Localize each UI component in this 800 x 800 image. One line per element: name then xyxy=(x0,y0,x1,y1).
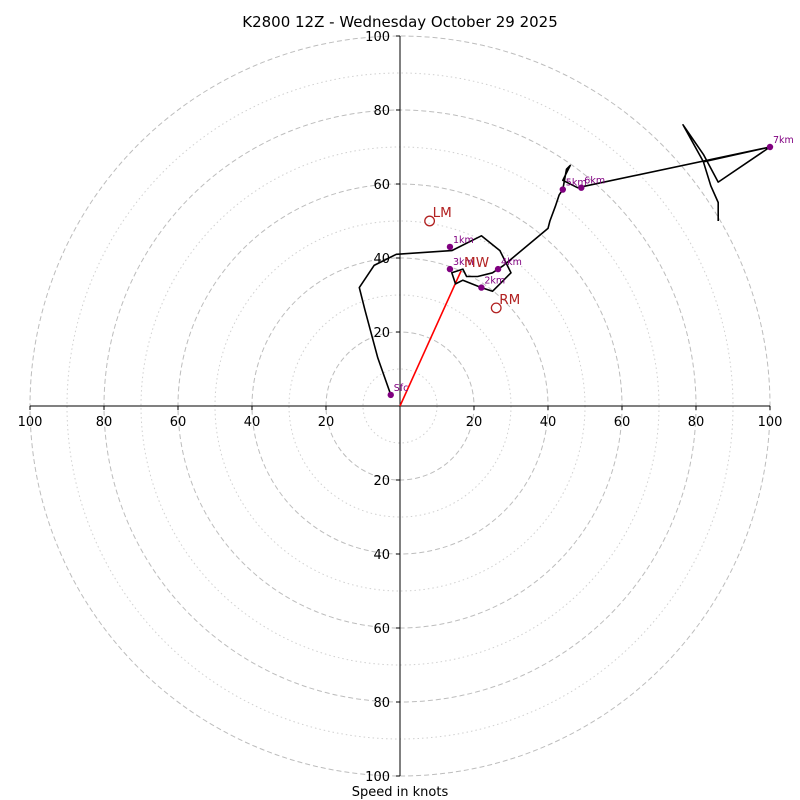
height-marker-point xyxy=(478,284,485,291)
height-marker-point xyxy=(578,184,585,191)
height-marker-point xyxy=(387,391,394,399)
y-tick-label: 20 xyxy=(373,326,390,341)
height-marker-point xyxy=(559,186,566,193)
height-marker-label: 6km xyxy=(584,176,605,187)
x-tick-label: 100 xyxy=(758,415,783,430)
storm-motion-markers: MW LM RM xyxy=(424,205,520,314)
x-tick-label: 40 xyxy=(540,415,557,430)
height-marker-label: 1km xyxy=(453,235,474,246)
x-tick-label: 80 xyxy=(688,415,705,430)
storm-motion-point xyxy=(424,215,436,227)
hodograph-trace xyxy=(358,124,771,396)
storm-motion-point xyxy=(490,302,502,314)
y-tick-label: 80 xyxy=(373,696,390,711)
mean-wind-line xyxy=(399,270,462,407)
mean-wind-vector xyxy=(399,270,462,407)
x-tick-label: 40 xyxy=(244,415,261,430)
height-marker-label: Sfc xyxy=(394,383,409,394)
y-tick-label: 100 xyxy=(365,770,390,785)
x-tick-label: 20 xyxy=(318,415,335,430)
y-tick-label: 20 xyxy=(373,474,390,489)
x-tick-label: 100 xyxy=(18,415,43,430)
x-tick-label: 60 xyxy=(614,415,631,430)
chart-title: K2800 12Z - Wednesday October 29 2025 xyxy=(242,13,558,31)
height-marker-label: 5km xyxy=(566,178,587,189)
y-tick-label: 40 xyxy=(373,548,390,563)
height-marker-label: 2km xyxy=(484,276,505,287)
tick-labels: 100 80 60 40 20 20 40 60 80 100100806040202040608… xyxy=(18,30,783,785)
height-marker-point xyxy=(766,143,774,151)
height-marker-point xyxy=(446,265,454,273)
y-tick-label: 80 xyxy=(373,104,390,119)
x-tick-label: 20 xyxy=(466,415,483,430)
y-tick-label: 60 xyxy=(373,622,390,637)
y-tick-label: 100 xyxy=(365,30,390,45)
hodograph-line xyxy=(358,124,771,396)
x-tick-label: 80 xyxy=(96,415,113,430)
y-tick-label: 60 xyxy=(373,178,390,193)
storm-motion-label: LM xyxy=(433,205,452,221)
x-tick-label: 60 xyxy=(170,415,187,430)
storm-motion-label: RM xyxy=(499,292,520,308)
height-marker-label: 3km xyxy=(453,257,474,268)
height-marker-point xyxy=(494,265,502,273)
storm-motion-label: MW xyxy=(464,255,489,271)
height-marker-point xyxy=(446,243,454,251)
height-marker-label: 4km xyxy=(501,257,522,268)
x-axis-label: Speed in knots xyxy=(352,785,449,800)
height-marker-label: 7km xyxy=(773,135,794,146)
